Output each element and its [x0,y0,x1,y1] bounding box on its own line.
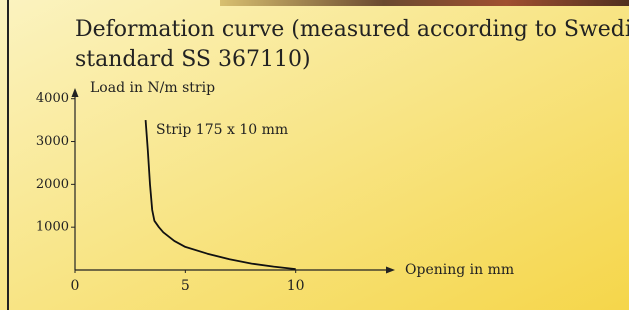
y-tick-label: 4000 [36,91,69,106]
x-axis-label: Opening in mm [405,262,514,278]
annotation: Strip 175 x 10 mm [156,122,288,138]
x-tick-label: 10 [287,278,305,294]
y-tick-label: 2000 [36,177,69,192]
top-band [220,0,629,6]
slide: Deformation curve (measured according to… [0,0,629,310]
y-tick-label: 3000 [36,134,69,149]
x-tick-label: 0 [71,278,80,294]
y-axis-label: Load in N/m strip [90,80,215,96]
x-tick-label: 5 [181,278,190,294]
y-tick-label: 1000 [36,220,69,235]
